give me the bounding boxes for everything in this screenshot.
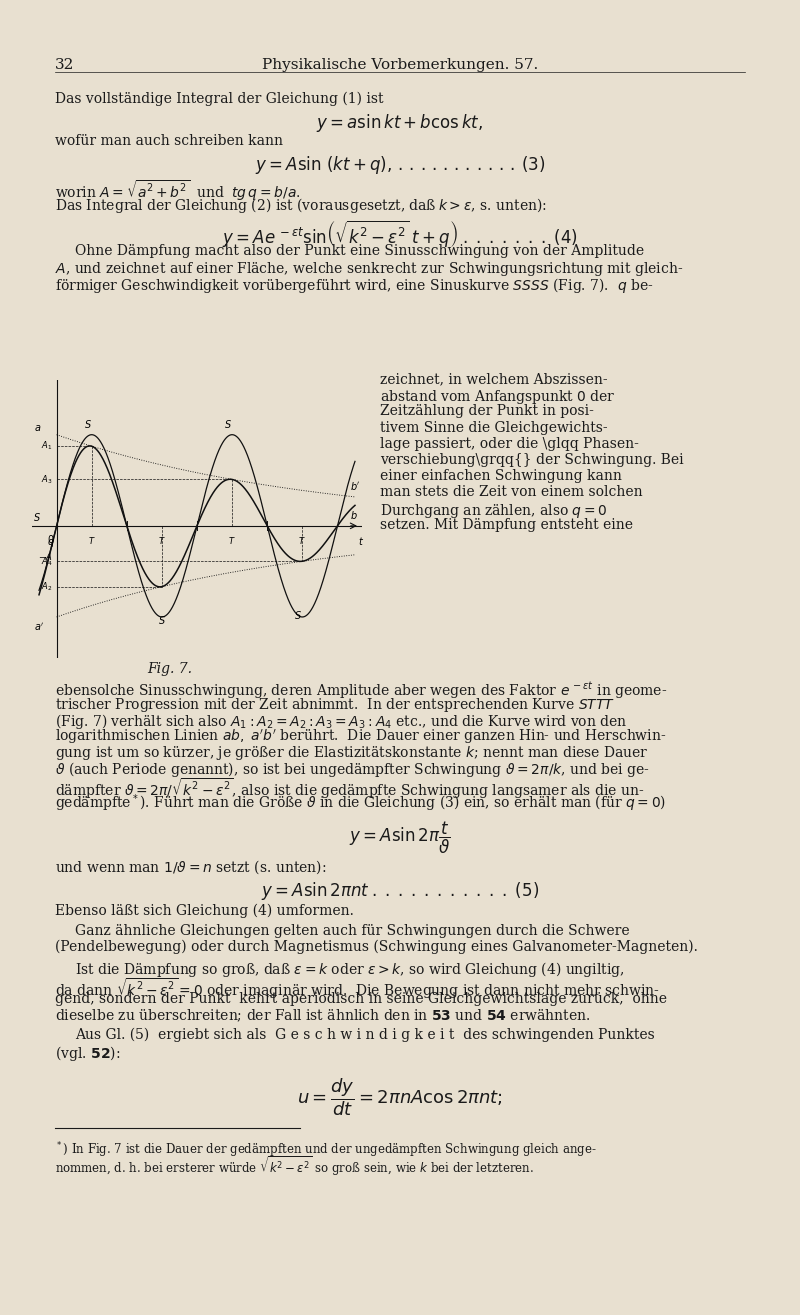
Text: $A_1$: $A_1$ xyxy=(41,441,52,452)
Text: man stets die Zeit von einem solchen: man stets die Zeit von einem solchen xyxy=(380,485,642,500)
Text: $S$: $S$ xyxy=(34,512,42,523)
Text: $S$: $S$ xyxy=(83,418,91,430)
Text: $a$: $a$ xyxy=(34,423,42,433)
Text: Das vollständige Integral der Gleichung (1) ist: Das vollständige Integral der Gleichung … xyxy=(55,92,383,107)
Text: zeichnet, in welchem Abszissen-: zeichnet, in welchem Abszissen- xyxy=(380,372,608,387)
Text: $b'$: $b'$ xyxy=(350,480,361,492)
Text: worin $A = \sqrt{a^2 + b^2}\;$ und $\;tg\, q = b/a.$: worin $A = \sqrt{a^2 + b^2}\;$ und $\;tg… xyxy=(55,178,301,203)
Text: Physikalische Vorbemerkungen. 57.: Physikalische Vorbemerkungen. 57. xyxy=(262,58,538,72)
Text: $-A$: $-A$ xyxy=(38,551,52,562)
Text: $y = A\sin 2\pi \dfrac{t}{\vartheta}$: $y = A\sin 2\pi \dfrac{t}{\vartheta}$ xyxy=(350,821,450,856)
Text: wofür man auch schreiben kann: wofür man auch schreiben kann xyxy=(55,134,283,149)
Text: $b$: $b$ xyxy=(350,509,358,522)
Text: Fig. 7.: Fig. 7. xyxy=(147,661,193,676)
Text: $y = Ae^{\,-\varepsilon t}\sin\!\left(\sqrt{k^2 - \varepsilon^2}\;t + q\right)\;: $y = Ae^{\,-\varepsilon t}\sin\!\left(\s… xyxy=(222,218,578,249)
Text: $q$: $q$ xyxy=(47,537,55,548)
Text: $u = \dfrac{dy}{dt} = 2\pi n A\cos 2\pi n t;$: $u = \dfrac{dy}{dt} = 2\pi n A\cos 2\pi … xyxy=(297,1076,503,1118)
Text: (Pendelbewegung) oder durch Magnetismus (Schwingung eines Galvanometer-Magneten): (Pendelbewegung) oder durch Magnetismus … xyxy=(55,940,698,955)
Text: und wenn man $1/\vartheta = n$ setzt (s. unten):: und wenn man $1/\vartheta = n$ setzt (s.… xyxy=(55,857,326,876)
Text: logarithmischen Linien $ab,\;a'b'$ berührt.  Die Dauer einer ganzen Hin- und Her: logarithmischen Linien $ab,\;a'b'$ berüh… xyxy=(55,729,666,746)
Text: (Fig. 7) verhält sich also $A_1 : A_2 = A_2 : A_3 = A_3 : A_4$ etc., und die Kur: (Fig. 7) verhält sich also $A_1 : A_2 = … xyxy=(55,711,627,731)
Text: dämpfter $\vartheta = 2\pi/\sqrt{k^2 - \varepsilon^2}$, also ist die gedämpfte S: dämpfter $\vartheta = 2\pi/\sqrt{k^2 - \… xyxy=(55,776,644,801)
Text: abstand vom Anfangspunkt $0$ der: abstand vom Anfangspunkt $0$ der xyxy=(380,388,615,406)
Text: $A_2$: $A_2$ xyxy=(41,580,52,593)
Text: 32: 32 xyxy=(55,58,74,72)
Text: einer einfachen Schwingung kann: einer einfachen Schwingung kann xyxy=(380,469,622,483)
Text: gend, sondern der Punkt  kehrt aperiodisch in seine Gleichgewichtslage zurück,  : gend, sondern der Punkt kehrt aperiodisc… xyxy=(55,992,667,1006)
Text: lage passiert, oder die \glqq Phasen-: lage passiert, oder die \glqq Phasen- xyxy=(380,437,639,451)
Text: $A_3$: $A_3$ xyxy=(41,473,52,485)
Text: Aus Gl. (5)  ergiebt sich als  G e s c h w i n d i g k e i t  des schwingenden P: Aus Gl. (5) ergiebt sich als G e s c h w… xyxy=(75,1028,654,1043)
Text: $^*$) In Fig. 7 ist die Dauer der gedämpften und der ungedämpften Schwingung gle: $^*$) In Fig. 7 ist die Dauer der gedämp… xyxy=(55,1140,597,1160)
Text: (vgl. $\mathbf{52}$):: (vgl. $\mathbf{52}$): xyxy=(55,1044,120,1063)
Text: ebensolche Sinusschwingung, deren Amplitude aber wegen des Faktor $e^{\,-\vareps: ebensolche Sinusschwingung, deren Amplit… xyxy=(55,680,667,701)
Text: Ohne Dämpfung macht also der Punkt eine Sinusschwingung von der Amplitude: Ohne Dämpfung macht also der Punkt eine … xyxy=(75,245,644,258)
Text: förmiger Geschwindigkeit vorübergeführt wird, eine Sinuskurve $SSSS$ (Fig. 7).  : förmiger Geschwindigkeit vorübergeführt … xyxy=(55,276,654,295)
Text: Zeitzählung der Punkt in posi-: Zeitzählung der Punkt in posi- xyxy=(380,405,594,418)
Text: $y = A \sin\,(kt + q),\,.\,.\,.\,.\,.\,.\,.\,.\,.\,.\,.\,(3)$: $y = A \sin\,(kt + q),\,.\,.\,.\,.\,.\,.… xyxy=(255,154,545,176)
Text: $t$: $t$ xyxy=(358,535,365,547)
Text: $S$: $S$ xyxy=(224,418,232,430)
Text: $T$: $T$ xyxy=(228,535,236,546)
Text: $T$: $T$ xyxy=(298,535,306,546)
Text: gung ist um so kürzer, je größer die Elastizitätskonstante $k$; nennt man diese : gung ist um so kürzer, je größer die Ela… xyxy=(55,744,649,761)
Text: $\vartheta$ (auch Periode genannt), so ist bei ungedämpfter Schwingung $\varthet: $\vartheta$ (auch Periode genannt), so i… xyxy=(55,760,650,778)
Text: Durchgang an zählen, also $q = 0$: Durchgang an zählen, also $q = 0$ xyxy=(380,501,607,519)
Text: $S$: $S$ xyxy=(158,614,166,626)
Text: Ist die Dämpfung so groß, daß $\varepsilon = k$ oder $\varepsilon > k$, so wird : Ist die Dämpfung so groß, daß $\varepsil… xyxy=(75,960,625,978)
Text: Ganz ähnliche Gleichungen gelten auch für Schwingungen durch die Schwere: Ganz ähnliche Gleichungen gelten auch fü… xyxy=(75,924,630,938)
Text: Ebenso läßt sich Gleichung (4) umformen.: Ebenso läßt sich Gleichung (4) umformen. xyxy=(55,903,354,918)
Text: $y = a \sin kt + b \cos kt,$: $y = a \sin kt + b \cos kt,$ xyxy=(317,112,483,134)
Text: $A_4$: $A_4$ xyxy=(41,555,52,568)
Text: nommen, d. h. bei ersterer würde $\sqrt{k^2 - \varepsilon^2}$ so groß sein, wie : nommen, d. h. bei ersterer würde $\sqrt{… xyxy=(55,1155,534,1178)
Text: tivem Sinne die Gleichgewichts-: tivem Sinne die Gleichgewichts- xyxy=(380,421,608,434)
Text: trischer Progression mit der Zeit abnimmt.  In der entsprechenden Kurve $STTT$: trischer Progression mit der Zeit abnimm… xyxy=(55,696,615,714)
Text: gedämpfte$^*$). Führt man die Größe $\vartheta$ in die Gleichung (3) ein, so erh: gedämpfte$^*$). Führt man die Größe $\va… xyxy=(55,792,666,814)
Text: $T$: $T$ xyxy=(158,535,166,546)
Text: da dann $\sqrt{k^2 - \varepsilon^2} = 0$ oder imaginär wird.  Die Bewegung ist d: da dann $\sqrt{k^2 - \varepsilon^2} = 0$… xyxy=(55,976,660,1001)
Text: $S$: $S$ xyxy=(294,609,302,621)
Text: dieselbe zu überschreiten; der Fall ist ähnlich den in $\mathbf{53}$ und $\mathb: dieselbe zu überschreiten; der Fall ist … xyxy=(55,1009,590,1024)
Text: 0: 0 xyxy=(48,535,54,544)
Text: $T$: $T$ xyxy=(88,535,95,546)
Text: $a'$: $a'$ xyxy=(34,622,44,634)
Text: Das Integral der Gleichung (2) ist (vorausgesetzt, da$\!\!\;\mathregular{\ss}\;k: Das Integral der Gleichung (2) ist (vora… xyxy=(55,196,547,214)
Text: $A$, und zeichnet auf einer Fläche, welche senkrecht zur Schwingungsrichtung mit: $A$, und zeichnet auf einer Fläche, welc… xyxy=(55,260,683,277)
Text: verschiebung\grqq{} der Schwingung. Bei: verschiebung\grqq{} der Schwingung. Bei xyxy=(380,452,684,467)
Text: $y = A\sin 2\pi n t\;.\;.\;.\;.\;.\;.\;.\;.\;.\;.\;.\;(5)$: $y = A\sin 2\pi n t\;.\;.\;.\;.\;.\;.\;.… xyxy=(261,880,539,902)
Text: setzen. Mit Dämpfung entsteht eine: setzen. Mit Dämpfung entsteht eine xyxy=(380,518,633,531)
